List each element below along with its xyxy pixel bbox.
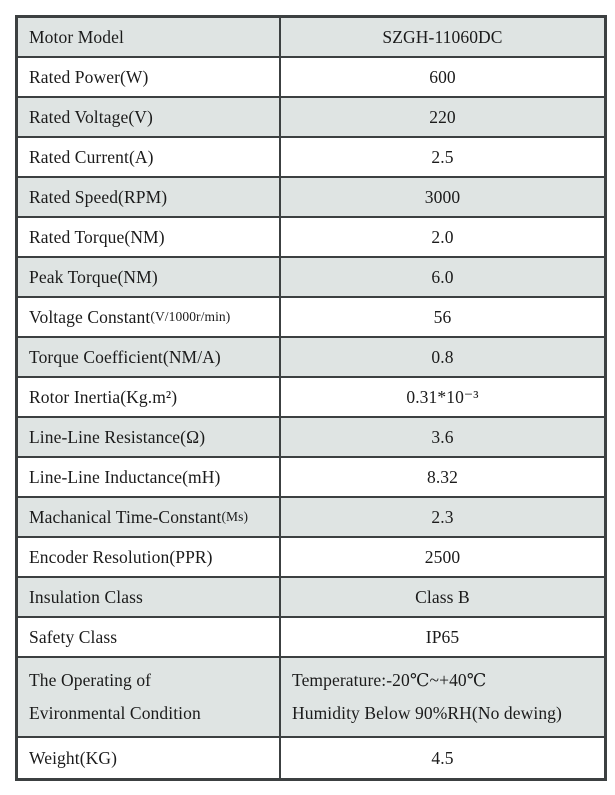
spec-value: Class B <box>415 586 470 607</box>
spec-value: 6.0 <box>431 266 454 287</box>
row-peak-torque: Peak Torque(NM) 6.0 <box>18 258 604 298</box>
spec-value: SZGH-11060DC <box>382 26 503 47</box>
spec-label-line2: Evironmental Condition <box>29 703 201 723</box>
spec-label-text: Safety Class <box>29 626 118 647</box>
spec-label: Voltage Constant (V/1000r/min) <box>18 298 281 336</box>
spec-label-text: Rotor Inertia(Kg.m²) <box>29 386 178 407</box>
spec-label: Line-Line Inductance(mH) <box>18 458 281 496</box>
spec-value-line1: Temperature:-20℃~+40℃ <box>292 670 487 690</box>
row-torque-coefficient: Torque Coefficient(NM/A) 0.8 <box>18 338 604 378</box>
row-line-line-inductance: Line-Line Inductance(mH) 8.32 <box>18 458 604 498</box>
spec-label: Rated Current(A) <box>18 138 281 176</box>
spec-label-text: Line-Line Resistance(Ω) <box>29 426 206 447</box>
row-voltage-constant: Voltage Constant (V/1000r/min) 56 <box>18 298 604 338</box>
spec-label: The Operating of Evironmental Condition <box>18 658 281 736</box>
spec-label: Encoder Resolution(PPR) <box>18 538 281 576</box>
spec-value: 220 <box>429 106 456 127</box>
spec-label: Peak Torque(NM) <box>18 258 281 296</box>
row-rated-torque: Rated Torque(NM) 2.0 <box>18 218 604 258</box>
spec-label-note: (V/1000r/min) <box>150 309 231 324</box>
row-line-line-resistance: Line-Line Resistance(Ω) 3.6 <box>18 418 604 458</box>
spec-value: 600 <box>429 66 456 87</box>
row-insulation-class: Insulation Class Class B <box>18 578 604 618</box>
spec-label: Rated Torque(NM) <box>18 218 281 256</box>
spec-label-text: Weight(KG) <box>29 747 118 768</box>
spec-label: Rated Voltage(V) <box>18 98 281 136</box>
spec-value: 2.0 <box>431 226 454 247</box>
spec-value: 0.8 <box>431 346 454 367</box>
spec-label-text: Rated Current(A) <box>29 146 154 167</box>
spec-label: Motor Model <box>18 18 281 56</box>
spec-label-text: Motor Model <box>29 26 124 47</box>
spec-value: 3000 <box>424 186 461 207</box>
spec-label-text: Line-Line Inductance(mH) <box>29 466 221 487</box>
spec-label: Rotor Inertia(Kg.m²) <box>18 378 281 416</box>
row-environmental-condition: The Operating of Evironmental Condition … <box>18 658 604 738</box>
spec-label-text: Voltage Constant <box>29 306 151 327</box>
spec-value: 56 <box>433 306 452 327</box>
spec-label: Machanical Time-Constant (Ms) <box>18 498 281 536</box>
spec-label-text: Machanical Time-Constant <box>29 506 222 527</box>
row-safety-class: Safety Class IP65 <box>18 618 604 658</box>
spec-label-text: Insulation Class <box>29 586 143 607</box>
row-mechanical-time-constant: Machanical Time-Constant (Ms) 2.3 <box>18 498 604 538</box>
spec-label: Torque Coefficient(NM/A) <box>18 338 281 376</box>
motor-spec-table: Motor Model SZGH-11060DC Rated Power(W) … <box>15 15 607 781</box>
spec-label: Insulation Class <box>18 578 281 616</box>
spec-label: Line-Line Resistance(Ω) <box>18 418 281 456</box>
spec-label: Weight(KG) <box>18 738 281 778</box>
spec-label-text: Torque Coefficient(NM/A) <box>29 346 221 367</box>
spec-label-text: Rated Voltage(V) <box>29 106 153 127</box>
spec-value: 2500 <box>424 546 461 567</box>
row-rated-voltage: Rated Voltage(V) 220 <box>18 98 604 138</box>
spec-label-text: Rated Torque(NM) <box>29 226 165 247</box>
spec-label: Rated Power(W) <box>18 58 281 96</box>
spec-label-text: Rated Power(W) <box>29 66 149 87</box>
spec-label-line1: The Operating of <box>29 670 152 690</box>
row-rated-speed: Rated Speed(RPM) 3000 <box>18 178 604 218</box>
spec-value: IP65 <box>425 626 460 647</box>
spec-value: 8.32 <box>426 466 459 487</box>
spec-value: 0.31*10⁻³ <box>406 386 479 407</box>
row-rated-current: Rated Current(A) 2.5 <box>18 138 604 178</box>
row-rotor-inertia: Rotor Inertia(Kg.m²) 0.31*10⁻³ <box>18 378 604 418</box>
spec-label: Rated Speed(RPM) <box>18 178 281 216</box>
spec-label-note: (Ms) <box>221 509 249 524</box>
spec-value: 2.5 <box>431 146 454 167</box>
spec-value-line2: Humidity Below 90%RH(No dewing) <box>292 703 562 723</box>
row-rated-power: Rated Power(W) 600 <box>18 58 604 98</box>
spec-value: 3.6 <box>431 426 454 447</box>
spec-label-text: Rated Speed(RPM) <box>29 186 168 207</box>
row-motor-model: Motor Model SZGH-11060DC <box>18 18 604 58</box>
spec-label: Safety Class <box>18 618 281 656</box>
row-encoder-resolution: Encoder Resolution(PPR) 2500 <box>18 538 604 578</box>
spec-label-text: Peak Torque(NM) <box>29 266 158 287</box>
spec-value: 2.3 <box>431 506 454 527</box>
spec-label-text: Encoder Resolution(PPR) <box>29 546 213 567</box>
spec-value: 4.5 <box>431 747 454 768</box>
row-weight: Weight(KG) 4.5 <box>18 738 604 778</box>
spec-value: Temperature:-20℃~+40℃ Humidity Below 90%… <box>281 658 604 736</box>
